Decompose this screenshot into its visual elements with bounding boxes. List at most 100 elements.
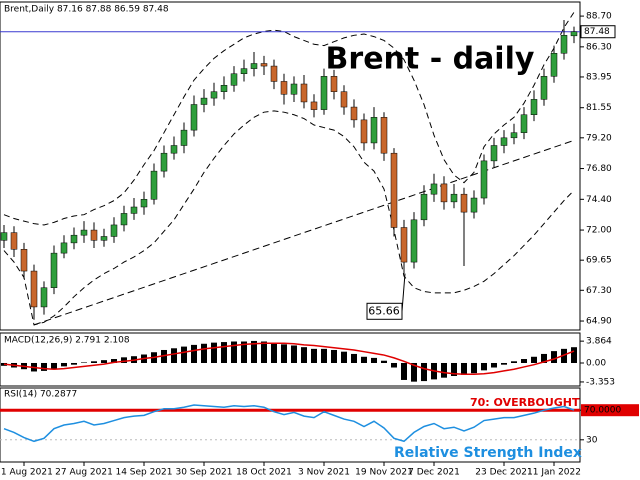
macd-bar	[551, 351, 557, 363]
macd-bar	[451, 362, 457, 376]
candle-body	[70, 234, 78, 244]
candle-body	[210, 91, 218, 99]
macd-bar	[521, 359, 527, 363]
macd-bar	[481, 362, 487, 371]
candle-body	[300, 83, 308, 103]
macd-bar	[321, 348, 327, 363]
candle-body	[440, 183, 448, 203]
macd-bar	[341, 351, 347, 363]
macd-bar	[541, 353, 547, 363]
rsi-line	[3, 404, 575, 443]
candle-body	[560, 35, 568, 54]
candle-body	[280, 81, 288, 95]
candle-body	[520, 114, 528, 133]
candle-body	[460, 193, 468, 213]
lower-band	[3, 110, 575, 326]
candle-body	[240, 68, 248, 74]
y-tick-label: 74.40	[586, 195, 612, 205]
macd-bar	[331, 349, 337, 363]
candle-body	[180, 129, 188, 146]
candle-body	[550, 53, 558, 77]
y-tick-label: 70.0000	[584, 406, 621, 416]
candle-body	[90, 229, 98, 241]
candle-body	[510, 132, 518, 139]
macd-bar	[231, 341, 237, 363]
macd-bar	[351, 353, 357, 363]
candle-body	[320, 76, 328, 110]
macd-bar	[211, 342, 217, 363]
y-tick-label: 86.30	[586, 42, 612, 52]
y-tick-label: 72.00	[586, 226, 612, 236]
macd-bar	[251, 340, 257, 363]
candle-body	[380, 117, 388, 154]
macd-bar	[61, 362, 67, 367]
macd-bar	[51, 362, 57, 369]
candle-body	[30, 270, 38, 308]
macd-bar	[81, 362, 87, 363]
candle-body	[80, 229, 88, 236]
upper-band	[3, 11, 575, 226]
candle-body	[160, 152, 168, 172]
candle-body	[350, 106, 358, 121]
macd-panel	[0, 332, 581, 387]
candle-body	[170, 145, 178, 154]
x-tick-label: 30 Sep 2021	[175, 468, 232, 478]
x-tick-label: 14 Sep 2021	[115, 468, 172, 478]
candle-body	[570, 31, 578, 37]
x-tick-label: 23 Dec 2021	[475, 468, 533, 478]
candle-body	[140, 199, 148, 208]
candle-body	[10, 232, 18, 250]
candle-body	[290, 83, 298, 95]
candle-body	[480, 160, 488, 199]
candle-body	[190, 104, 198, 131]
macd-bar	[111, 359, 117, 363]
macd-bar	[301, 347, 307, 363]
annotation-box	[366, 302, 403, 320]
last-price-label: 87.48	[584, 27, 610, 37]
macd-label: MACD(12,26,9) 2.791 2.108	[4, 336, 130, 346]
rsi-panel	[0, 387, 581, 463]
candle-body	[110, 224, 118, 237]
macd-bar	[101, 360, 107, 363]
candle-body	[450, 193, 458, 203]
candle-body	[530, 99, 538, 115]
candle-body	[330, 76, 338, 92]
y-tick-label: 79.20	[586, 133, 612, 143]
candle-body	[270, 65, 278, 82]
x-tick-label: 11 Aug 2021	[0, 468, 53, 478]
candle-body	[0, 232, 8, 241]
candle-body	[430, 183, 438, 195]
y-tick-label: 64.90	[586, 317, 612, 327]
y-tick-label: -3.353	[586, 377, 615, 387]
y-tick-label: 0.00	[586, 358, 606, 368]
last-price-box	[580, 25, 616, 39]
macd-bar	[361, 356, 367, 363]
candle-body	[220, 85, 228, 92]
candle-body	[40, 287, 48, 308]
candle-body	[50, 252, 58, 288]
y-tick-label: 30	[586, 435, 598, 445]
macd-bar	[561, 348, 567, 363]
macd-bar	[511, 361, 517, 363]
x-tick-label: 11 Jan 2022	[527, 468, 581, 478]
x-tick-label: 7 Dec 2021	[408, 468, 460, 478]
candle-body	[400, 227, 408, 263]
macd-signal	[3, 342, 575, 376]
chart-title: Brent - daily	[326, 42, 535, 77]
overbought-label: 70: OVERBOUGHT	[470, 396, 580, 409]
candle-body	[120, 213, 128, 226]
macd-bar	[391, 362, 397, 368]
rsi-label: RSI(14) 70.2877	[4, 390, 77, 400]
candle-body	[540, 76, 548, 100]
macd-bar	[161, 349, 167, 363]
macd-bar	[271, 342, 277, 363]
macd-bar	[41, 362, 47, 371]
y-tick-label: 3.864	[586, 337, 612, 347]
y-tick-label: 69.65	[586, 256, 612, 266]
macd-bar	[291, 345, 297, 363]
y-tick-label: 76.80	[586, 164, 612, 174]
candle-body	[100, 236, 108, 241]
macd-bar	[181, 346, 187, 363]
candle-body	[60, 242, 68, 254]
